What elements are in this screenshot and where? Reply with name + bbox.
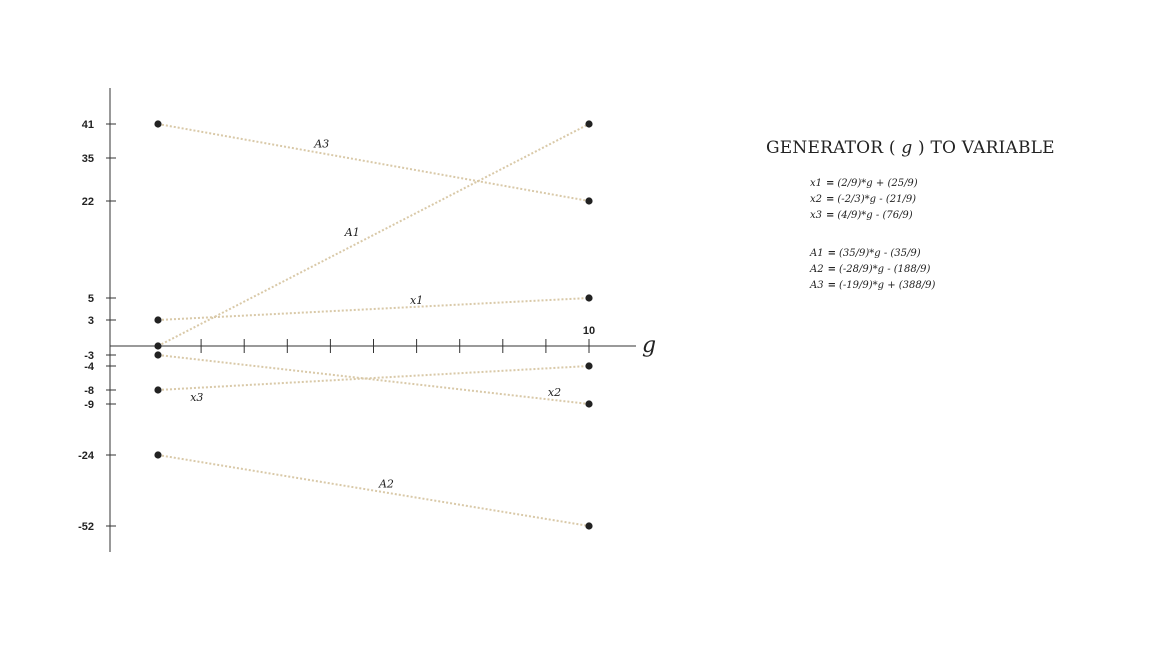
formula-a1: A1 = (35/9)*g - (35/9) bbox=[810, 246, 1055, 262]
formula-a2: A2 = (-28/9)*g - (188/9) bbox=[810, 262, 1055, 278]
point-x2-end bbox=[585, 400, 593, 408]
y-tick-label: -8 bbox=[84, 385, 94, 397]
formula-expr: (4/9)*g - (76/9) bbox=[837, 210, 913, 221]
point-x1-start bbox=[154, 316, 162, 324]
lines-layer bbox=[157, 123, 590, 527]
y-tick-label: -4 bbox=[84, 361, 95, 373]
line-label-x2: x2 bbox=[548, 386, 561, 399]
y-tick-label: -24 bbox=[78, 450, 95, 462]
formula-name: x3 bbox=[810, 210, 823, 221]
legend-title-variable: g bbox=[901, 138, 913, 158]
formula-expr: (-28/9)*g - (188/9) bbox=[838, 264, 931, 275]
legend-title-suffix: ) TO VARIABLE bbox=[918, 138, 1055, 158]
x-axis-label: g bbox=[642, 333, 656, 358]
point-a3-start bbox=[154, 120, 162, 128]
formula-x3: x3 = (4/9)*g - (76/9) bbox=[810, 208, 1055, 224]
formula-x1: x1 = (2/9)*g + (25/9) bbox=[810, 176, 1055, 192]
line-x3 bbox=[157, 365, 590, 391]
formula-expr: (-2/3)*g - (21/9) bbox=[837, 194, 917, 205]
line-label-a2: A2 bbox=[378, 478, 394, 491]
line-a2 bbox=[157, 454, 590, 527]
x-tick-label: 10 bbox=[583, 325, 595, 337]
formula-legend: GENERATOR ( g ) TO VARIABLE x1 = (2/9)*g +… bbox=[766, 138, 1055, 294]
y-tick-label: -52 bbox=[78, 521, 94, 533]
point-a2-start bbox=[154, 451, 162, 459]
line-label-x1: x1 bbox=[410, 294, 423, 307]
formula-name: x1 bbox=[810, 178, 823, 189]
points-layer bbox=[154, 120, 593, 530]
labels-layer: A3 A1 x1 x3 x2 A2 bbox=[190, 137, 561, 490]
formula-name: A2 bbox=[810, 264, 824, 275]
y-tick-label: -3 bbox=[84, 350, 94, 362]
x-formula-group: x1 = (2/9)*g + (25/9) x2 = (-2/3)*g - (21/9)… bbox=[810, 176, 1055, 224]
line-label-x3: x3 bbox=[190, 391, 203, 404]
ticks-layer: 10 g 41 35 22 5 3 -3-4 -8 -9 -24 -52 bbox=[78, 119, 656, 533]
a-formula-group: A1 = (35/9)*g - (35/9) A2 = (-28/9)*g - (188… bbox=[810, 246, 1055, 294]
line-a3 bbox=[157, 123, 590, 202]
point-a3-end bbox=[585, 197, 593, 205]
formula-name: A3 bbox=[810, 280, 824, 291]
point-a1-start bbox=[154, 342, 162, 350]
legend-title-prefix: GENERATOR ( bbox=[766, 138, 896, 158]
line-a1 bbox=[157, 123, 590, 347]
line-x1 bbox=[157, 297, 590, 321]
point-a1-end bbox=[585, 120, 593, 128]
formula-eq: = bbox=[827, 248, 836, 259]
line-x2 bbox=[157, 354, 590, 405]
y-tick-label: 41 bbox=[82, 119, 94, 131]
formula-eq: = bbox=[826, 210, 835, 221]
formula-name: x2 bbox=[810, 194, 823, 205]
formula-eq: = bbox=[826, 194, 835, 205]
formula-expr: (35/9)*g - (35/9) bbox=[838, 248, 921, 259]
y-tick-label: 5 bbox=[88, 293, 94, 305]
line-label-a1: A1 bbox=[344, 226, 360, 239]
point-a2-end bbox=[585, 522, 593, 530]
formula-expr: (2/9)*g + (25/9) bbox=[837, 178, 918, 189]
formula-x2: x2 = (-2/3)*g - (21/9) bbox=[810, 192, 1055, 208]
formula-a3: A3 = (-19/9)*g + (388/9) bbox=[810, 278, 1055, 294]
y-tick-label: 22 bbox=[82, 196, 94, 208]
generator-diagram: 10 g 41 35 22 5 3 -3-4 -8 -9 -24 -52 A3 A1 x1 x3 x2 A2 bbox=[78, 88, 656, 552]
point-x2-start bbox=[154, 351, 162, 359]
y-tick-label: -9 bbox=[84, 399, 94, 411]
point-x3-start bbox=[154, 386, 162, 394]
y-tick-label: 3 bbox=[88, 315, 94, 327]
formula-name: A1 bbox=[810, 248, 824, 259]
formula-expr: (-19/9)*g + (388/9) bbox=[838, 280, 936, 291]
point-x3-end bbox=[585, 362, 593, 370]
axes-layer bbox=[109, 88, 636, 552]
formula-eq: = bbox=[827, 280, 836, 291]
y-tick-label: 35 bbox=[82, 153, 94, 165]
line-label-a3: A3 bbox=[313, 137, 329, 150]
formula-eq: = bbox=[826, 178, 835, 189]
legend-title: GENERATOR ( g ) TO VARIABLE bbox=[766, 138, 1055, 158]
formula-eq: = bbox=[827, 264, 836, 275]
point-x1-end bbox=[585, 294, 593, 302]
